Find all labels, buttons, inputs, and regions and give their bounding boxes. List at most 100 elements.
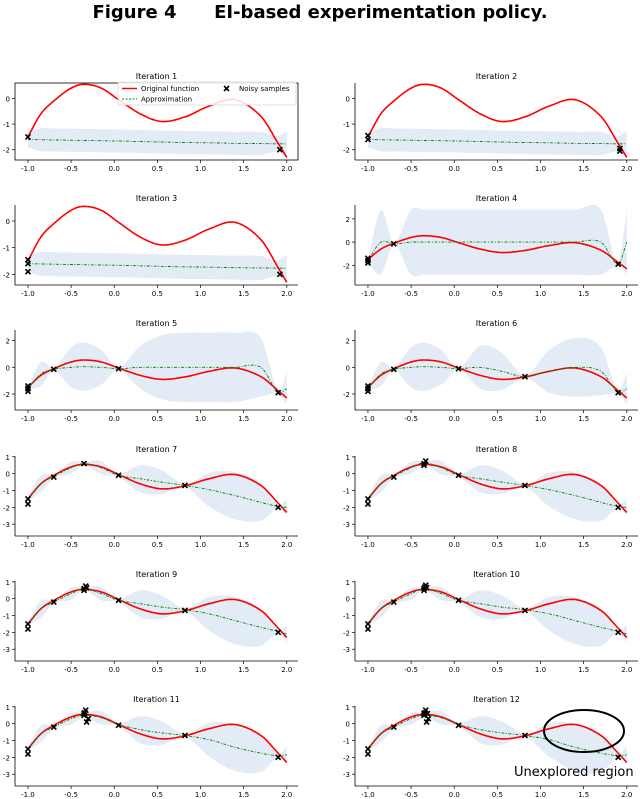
x-tick-label: 0.0: [109, 415, 120, 423]
panel-title: Iteration 2: [476, 72, 518, 81]
noisy-sample-marker: [425, 715, 432, 722]
panel-iteration-11: 1 0 -1 -2 -3 -1.0 -0.5 0.0 0.5 1.0 1.5 2.0 Iteration…: [3, 695, 298, 799]
original-function-line: [367, 463, 628, 513]
x-tick-label: -1.0: [21, 791, 35, 799]
y-tick-label: -1: [343, 121, 350, 129]
x-tick-label: 1.0: [535, 290, 546, 298]
noisy-sample-marker: [181, 482, 189, 489]
panel-iteration-2: 0 -1 -2 -1.0 -0.5 0.0 0.5 1.0 1.5 2.0 Iteration 2: [343, 72, 638, 173]
y-tick-label: 2: [346, 216, 350, 224]
noisy-sample-marker: [390, 240, 397, 247]
x-tick-label: -1.0: [361, 791, 375, 799]
y-tick-label: 1: [346, 579, 350, 587]
noisy-sample-marker: [276, 271, 283, 278]
x-tick-label: 0.5: [152, 165, 163, 173]
y-tick-label: 0: [346, 95, 350, 103]
original-function-line: [367, 359, 628, 399]
figure-label: Figure 4: [92, 2, 177, 23]
original-function-line: [27, 713, 288, 763]
y-tick-label: -2: [343, 147, 350, 155]
unexplored-region-ellipse: [543, 709, 625, 753]
noisy-sample-marker: [390, 723, 397, 731]
noisy-sample-marker: [616, 147, 623, 155]
original-function-line: [367, 713, 628, 763]
y-tick-label: 0: [346, 471, 350, 479]
y-tick-label: 0: [6, 218, 10, 226]
x-tick-label: 2.0: [281, 791, 292, 799]
noisy-sample-marker: [115, 722, 122, 729]
noisy-sample-marker: [276, 146, 283, 153]
y-tick-label: -1: [3, 488, 10, 496]
x-tick-label: -1.0: [21, 290, 35, 298]
noisy-sample-marker: [24, 625, 32, 633]
noisy-sample-marker: [50, 723, 57, 731]
figure-title: Figure 4 EI-based experimentation policy…: [0, 2, 640, 23]
noisy-sample-marker: [424, 710, 431, 717]
x-tick-label: -0.5: [64, 666, 78, 674]
panel-iteration-4: 2 0 -2 -1.0 -0.5 0.0 0.5 1.0 1.5 2.0 Iteration 4: [343, 194, 638, 298]
x-tick-label: 0.0: [449, 415, 460, 423]
x-tick-label: 0.5: [152, 541, 163, 549]
x-tick-label: 1.0: [195, 165, 206, 173]
x-tick-label: -0.5: [64, 415, 78, 423]
approximation-line: [27, 714, 287, 757]
x-tick-label: -1.0: [361, 415, 375, 423]
x-tick-label: 0.5: [152, 791, 163, 799]
noisy-sample-marker: [390, 598, 397, 606]
x-tick-label: 2.0: [621, 415, 632, 423]
x-tick-label: 0.0: [449, 290, 460, 298]
noisy-sample-marker: [364, 136, 372, 143]
original-function-line: [367, 234, 628, 270]
y-tick-label: -3: [343, 646, 350, 654]
y-tick-label: 0: [6, 95, 10, 103]
noisy-sample-marker: [390, 473, 397, 481]
noisy-sample-marker: [615, 261, 622, 268]
noisy-sample-marker: [521, 607, 529, 614]
y-tick-label: -2: [343, 754, 350, 762]
y-tick-label: 2: [6, 338, 10, 346]
y-tick-label: 1: [346, 454, 350, 462]
noisy-sample-marker: [50, 598, 57, 606]
y-tick-label: -3: [3, 771, 10, 779]
panel-iteration-10: 1 0 -1 -2 -3 -1.0 -0.5 0.0 0.5 1.0 1.5 2.0 Iteration…: [343, 570, 638, 674]
noisy-sample-marker: [24, 133, 32, 140]
x-tick-label: 0.0: [449, 791, 460, 799]
noisy-sample-marker: [275, 389, 282, 396]
noisy-sample-marker: [364, 625, 372, 633]
noisy-sample-marker: [521, 373, 529, 380]
x-tick-label: 0.0: [449, 666, 460, 674]
noisy-sample-marker: [455, 722, 462, 729]
noisy-sample-marker: [275, 504, 282, 511]
x-tick-label: 1.5: [238, 791, 249, 799]
panel-title: Iteration 1: [136, 72, 178, 81]
x-tick-label: 1.5: [578, 541, 589, 549]
noisy-sample-marker: [115, 597, 122, 604]
y-tick-label: -1: [343, 738, 350, 746]
y-tick-label: -2: [3, 391, 10, 399]
x-tick-label: -1.0: [21, 165, 35, 173]
y-tick-label: -1: [343, 488, 350, 496]
y-tick-label: -2: [3, 629, 10, 637]
y-tick-label: -3: [343, 771, 350, 779]
x-tick-label: -0.5: [404, 415, 418, 423]
x-tick-label: 0.0: [109, 541, 120, 549]
x-tick-label: 2.0: [281, 541, 292, 549]
x-tick-label: -1.0: [361, 165, 375, 173]
panel-title: Iteration 11: [133, 695, 180, 704]
original-function-line: [27, 463, 288, 513]
x-tick-label: 1.0: [195, 415, 206, 423]
noisy-sample-marker: [83, 584, 90, 591]
noisy-sample-marker: [80, 460, 88, 467]
noisy-sample-marker: [364, 750, 372, 758]
approximation-line: [367, 366, 628, 394]
x-tick-label: -0.5: [64, 791, 78, 799]
panel-iteration-8: 1 0 -1 -2 -3 -1.0 -0.5 0.0 0.5 1.0 1.5 2.0 Iteration…: [343, 445, 638, 549]
original-function-line: [27, 588, 288, 638]
noisy-sample-marker: [85, 715, 92, 722]
x-tick-label: -0.5: [64, 541, 78, 549]
legend-samples-label: Noisy samples: [239, 85, 290, 93]
noisy-sample-marker: [364, 500, 372, 508]
noisy-sample-marker: [275, 629, 282, 636]
noisy-sample-marker: [364, 259, 372, 267]
